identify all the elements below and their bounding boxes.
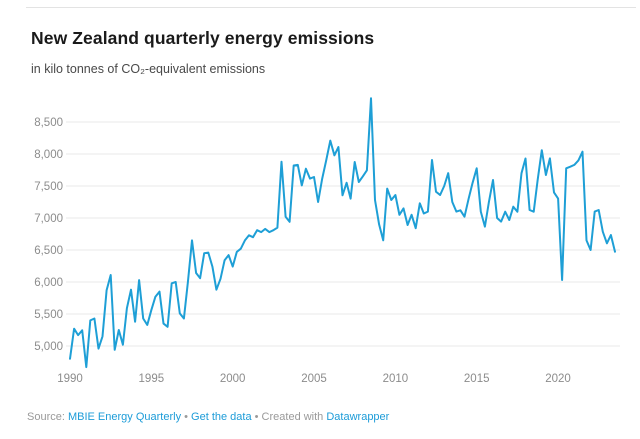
x-axis-tick-label: 2010 (383, 373, 409, 385)
x-axis-tick-label: 2005 (301, 373, 327, 385)
chart-subtitle: in kilo tonnes of CO₂-equivalent emissio… (31, 62, 266, 76)
footer-text: Created with (261, 411, 327, 423)
y-axis-tick-label: 6,000 (34, 277, 63, 289)
y-axis-tick-label: 6,500 (34, 245, 63, 257)
y-axis-tick-label: 7,500 (34, 181, 63, 193)
y-axis-tick-label: 8,500 (34, 117, 63, 129)
emissions-line (69, 97, 616, 369)
footer-link[interactable]: MBIE Energy Quarterly (67, 411, 182, 423)
y-axis-tick-label: 5,500 (34, 309, 63, 321)
footer-link[interactable]: Datawrapper (326, 411, 390, 423)
y-axis-tick-label: 8,000 (34, 149, 63, 161)
x-axis-tick-label: 2020 (545, 373, 571, 385)
x-axis-tick-label: 1990 (57, 373, 83, 385)
footer-text: • (251, 411, 262, 423)
top-divider (26, 7, 636, 8)
footer-text: • (181, 411, 192, 423)
page-title: New Zealand quarterly energy emissions (31, 28, 375, 48)
footer-text: Source: (27, 411, 68, 423)
chart-footer: Source: MBIE Energy Quarterly • Get the … (27, 411, 389, 423)
footer-link[interactable]: Get the data (191, 411, 252, 423)
x-axis-tick-label: 2000 (220, 373, 246, 385)
y-axis-tick-label: 5,000 (34, 341, 63, 353)
y-axis-tick-label: 7,000 (34, 213, 63, 225)
x-axis-tick-label: 1995 (139, 373, 165, 385)
x-axis-tick-label: 2015 (464, 373, 490, 385)
